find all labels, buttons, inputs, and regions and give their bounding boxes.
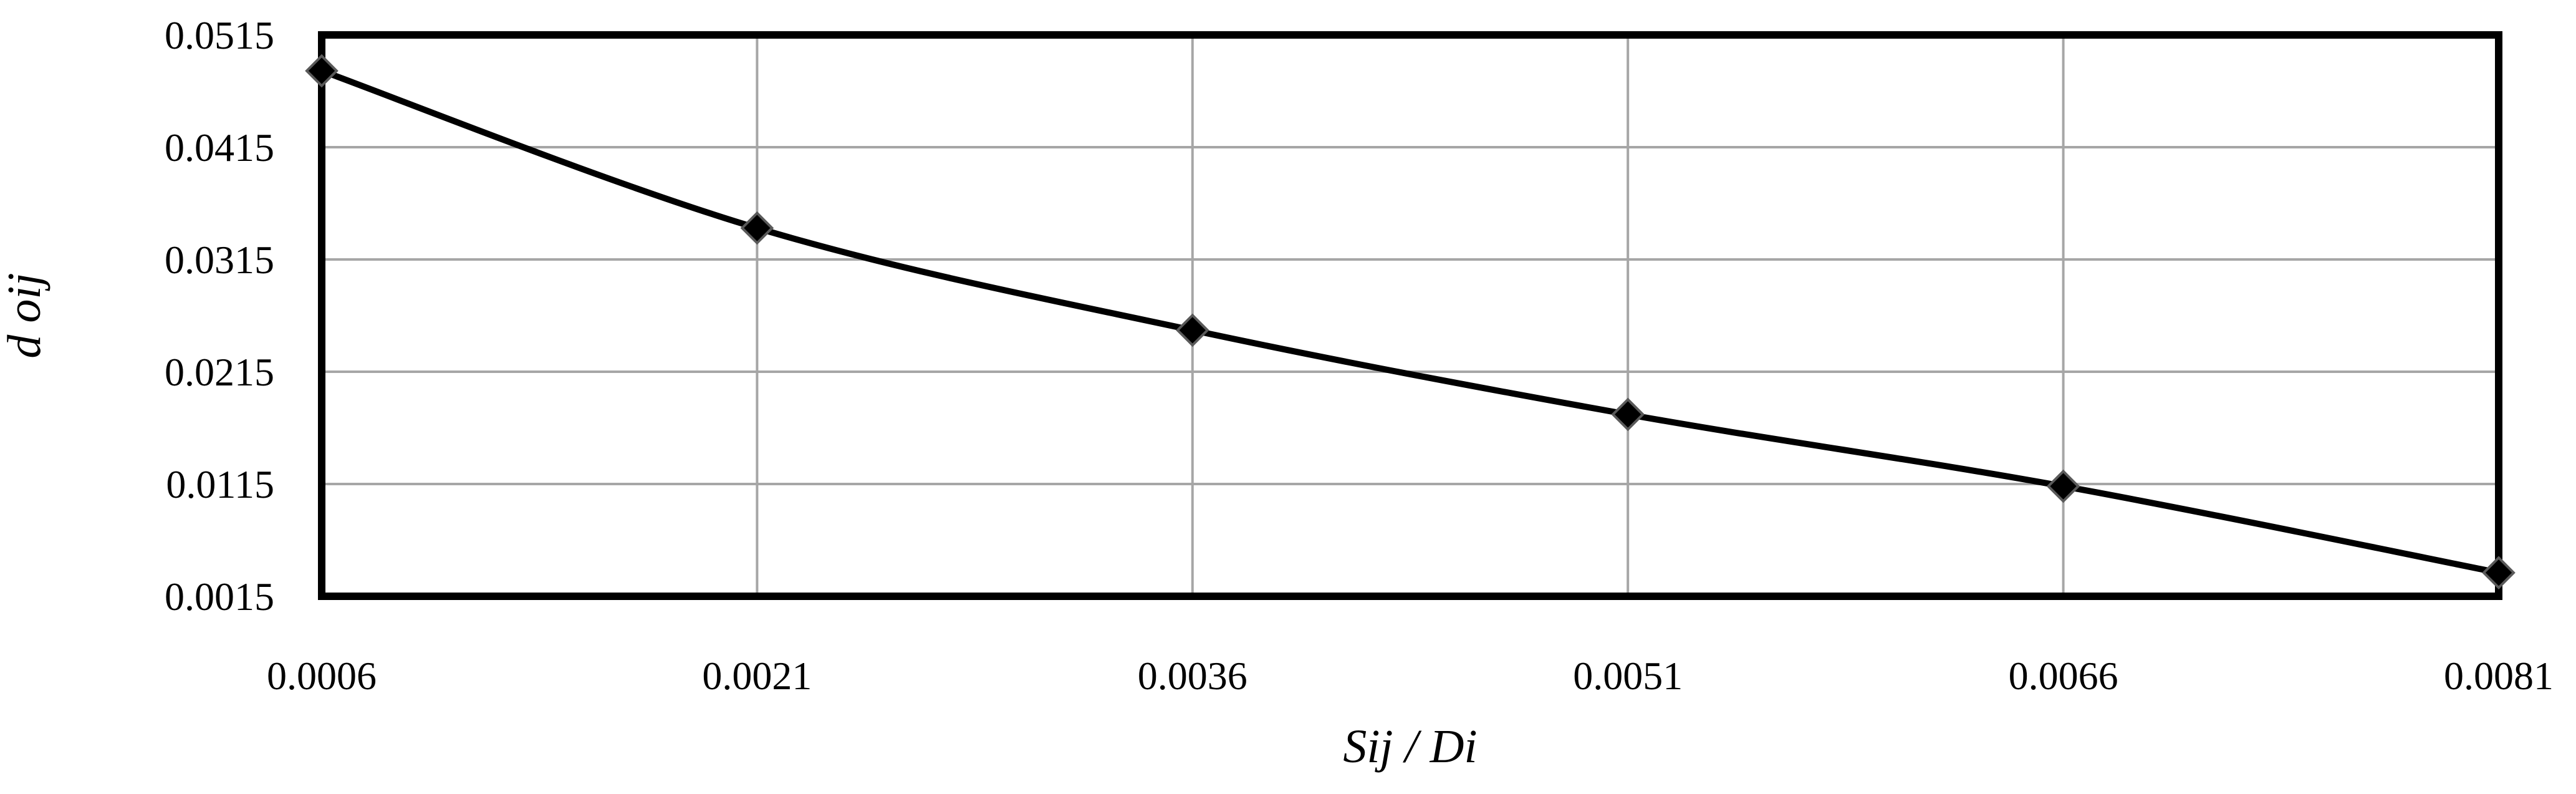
x-tick-label: 0.0081 [2444, 654, 2554, 698]
data-point-marker-3 [1611, 397, 1645, 432]
data-point-marker-1 [740, 211, 774, 245]
grid-lines [320, 34, 2500, 598]
y-tick-label: 0.0515 [165, 13, 274, 57]
series-line [319, 67, 2502, 576]
y-tick-label: 0.0315 [165, 238, 274, 282]
data-point-marker-0 [305, 54, 339, 88]
data-point-marker-4 [2046, 469, 2080, 503]
y-tick-label: 0.0115 [166, 462, 274, 506]
x-tick-label: 0.0051 [1573, 654, 1683, 698]
x-tick-label: 0.0066 [2009, 654, 2118, 698]
x-tick-label: 0.0036 [1138, 654, 1247, 698]
data-point-marker-5 [2482, 556, 2516, 590]
y-tick-label: 0.0215 [165, 350, 274, 394]
x-axis-ticks: 0.0006 0.0021 0.0036 0.0051 0.0066 0.0081 [267, 654, 2554, 698]
x-tick-label: 0.0021 [702, 654, 812, 698]
data-point-marker-2 [1175, 313, 1209, 347]
y-axis-ticks: 0.0015 0.0115 0.0215 0.0315 0.0415 0.0515 [165, 13, 274, 619]
plot-area-frame [318, 31, 2502, 600]
y-tick-label: 0.0015 [165, 574, 274, 619]
series-markers [305, 54, 2516, 590]
x-tick-label: 0.0006 [267, 654, 377, 698]
series-layer [305, 54, 2516, 590]
x-axis-label: Sij / Di [1343, 720, 1477, 773]
y-tick-label: 0.0415 [165, 125, 274, 170]
y-axis-label: d oij [0, 273, 50, 358]
